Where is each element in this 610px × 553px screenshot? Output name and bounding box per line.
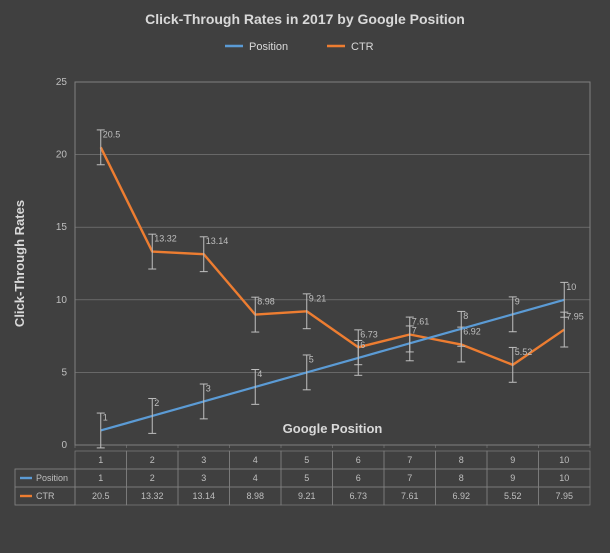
table-cell-value: 1 bbox=[98, 455, 103, 465]
ctr-data-label: 6.73 bbox=[360, 329, 378, 339]
table-cell-value: 2 bbox=[150, 473, 155, 483]
table-cell-value: 2 bbox=[150, 455, 155, 465]
legend: Position CTR bbox=[225, 41, 374, 53]
position-data-label: 9 bbox=[515, 296, 520, 306]
table-cell-value: 7 bbox=[407, 473, 412, 483]
chart-svg: Click-Through Rates in 2017 by Google Po… bbox=[0, 0, 610, 553]
table-cell-value: 8.98 bbox=[246, 491, 264, 501]
table-cell-value: 3 bbox=[201, 473, 206, 483]
position-line bbox=[101, 300, 565, 431]
position-data-label: 6 bbox=[360, 340, 365, 350]
position-data-label: 4 bbox=[257, 369, 262, 379]
chart-title: Click-Through Rates in 2017 by Google Po… bbox=[145, 11, 465, 27]
ctr-data-label: 13.14 bbox=[206, 236, 229, 246]
table-cell-value: 13.14 bbox=[192, 491, 215, 501]
table-cell-value: 1 bbox=[98, 473, 103, 483]
table-cell-value: 7.61 bbox=[401, 491, 419, 501]
table-cell-value: 5.52 bbox=[504, 491, 522, 501]
chart-container: Click-Through Rates in 2017 by Google Po… bbox=[0, 0, 610, 553]
ctr-data-label: 5.52 bbox=[515, 347, 533, 357]
y-tick-label: 10 bbox=[56, 295, 68, 306]
table-cell-value: 4 bbox=[253, 473, 258, 483]
position-data-label: 1 bbox=[103, 412, 108, 422]
ctr-data-label: 8.98 bbox=[257, 297, 275, 307]
table-cell-value: 5 bbox=[304, 473, 309, 483]
y-tick-label: 0 bbox=[61, 440, 67, 451]
table-cell-value: 7 bbox=[407, 455, 412, 465]
y-tick-label: 15 bbox=[56, 222, 68, 233]
position-data-label: 10 bbox=[566, 282, 576, 292]
table-cell-value: 4 bbox=[253, 455, 258, 465]
table-cell-value: 6 bbox=[356, 473, 361, 483]
table-cell-value: 9.21 bbox=[298, 491, 316, 501]
table-cell-value: 13.32 bbox=[141, 491, 164, 501]
table-header-label: CTR bbox=[36, 491, 55, 501]
y-tick-label: 20 bbox=[56, 150, 68, 161]
table-header-label: Position bbox=[36, 473, 68, 483]
ctr-data-label: 20.5 bbox=[103, 129, 121, 139]
y-tick-label: 5 bbox=[61, 367, 67, 378]
table-cell-value: 3 bbox=[201, 455, 206, 465]
table-cell-value: 8 bbox=[459, 455, 464, 465]
y-tick-label: 25 bbox=[56, 77, 68, 88]
table-cell-value: 9 bbox=[510, 473, 515, 483]
y-axis-label: Click-Through Rates bbox=[12, 200, 27, 327]
table-cell-value: 10 bbox=[559, 455, 569, 465]
table-cell-value: 6.73 bbox=[349, 491, 367, 501]
ctr-data-label: 7.95 bbox=[566, 312, 584, 322]
position-data-label: 3 bbox=[206, 383, 211, 393]
legend-label: CTR bbox=[351, 41, 374, 53]
position-data-label: 5 bbox=[309, 354, 314, 364]
legend-label: Position bbox=[249, 41, 288, 53]
ctr-data-label: 9.21 bbox=[309, 293, 327, 303]
table-cell-value: 7.95 bbox=[555, 491, 573, 501]
ctr-line bbox=[101, 147, 565, 365]
ctr-data-label: 13.32 bbox=[154, 234, 177, 244]
table-cell-value: 6.92 bbox=[452, 491, 470, 501]
position-data-label: 8 bbox=[463, 311, 468, 321]
position-data-label: 2 bbox=[154, 398, 159, 408]
position-data-label: 7 bbox=[412, 325, 417, 335]
table-cell-value: 6 bbox=[356, 455, 361, 465]
table-cell-value: 9 bbox=[510, 455, 515, 465]
table-cell-value: 5 bbox=[304, 455, 309, 465]
table-cell-value: 8 bbox=[459, 473, 464, 483]
x-axis-label: Google Position bbox=[283, 421, 383, 436]
table-cell-value: 20.5 bbox=[92, 491, 110, 501]
table-cell-value: 10 bbox=[559, 473, 569, 483]
